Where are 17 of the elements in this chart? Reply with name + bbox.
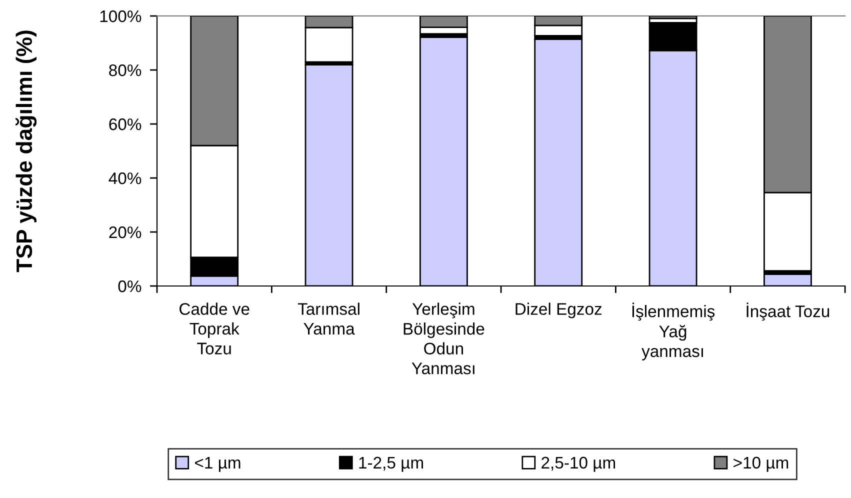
legend-label: >10 µm: [734, 456, 788, 472]
legend-label: 2,5-10 µm: [542, 456, 616, 472]
x-tick-label: Cadde ve Toprak Tozu: [180, 302, 250, 354]
legend-label: 1-2,5 µm: [359, 456, 423, 472]
y-tick-label: 80%: [109, 64, 142, 76]
y-axis-title: TSP yüzde dağılımı (%): [16, 30, 37, 272]
y-tick-label: 100%: [100, 10, 142, 22]
x-tick-label: Yerleşim Bölgesinde Odun Yanması: [404, 302, 484, 374]
legend-label: <1 µm: [195, 456, 240, 472]
x-tick-label: Tarımsal Yanma: [298, 302, 360, 335]
y-tick-label: 0%: [118, 280, 142, 292]
x-tick-label: İnşaat Tozu: [746, 302, 830, 321]
x-tick-label: İşlenmemiş Yağ yanması: [632, 302, 715, 360]
x-tick-label: Dizel Egzoz: [516, 302, 602, 318]
y-tick-label: 20%: [109, 226, 142, 238]
y-tick-label: 60%: [109, 118, 142, 130]
y-tick-label: 40%: [108, 172, 142, 184]
